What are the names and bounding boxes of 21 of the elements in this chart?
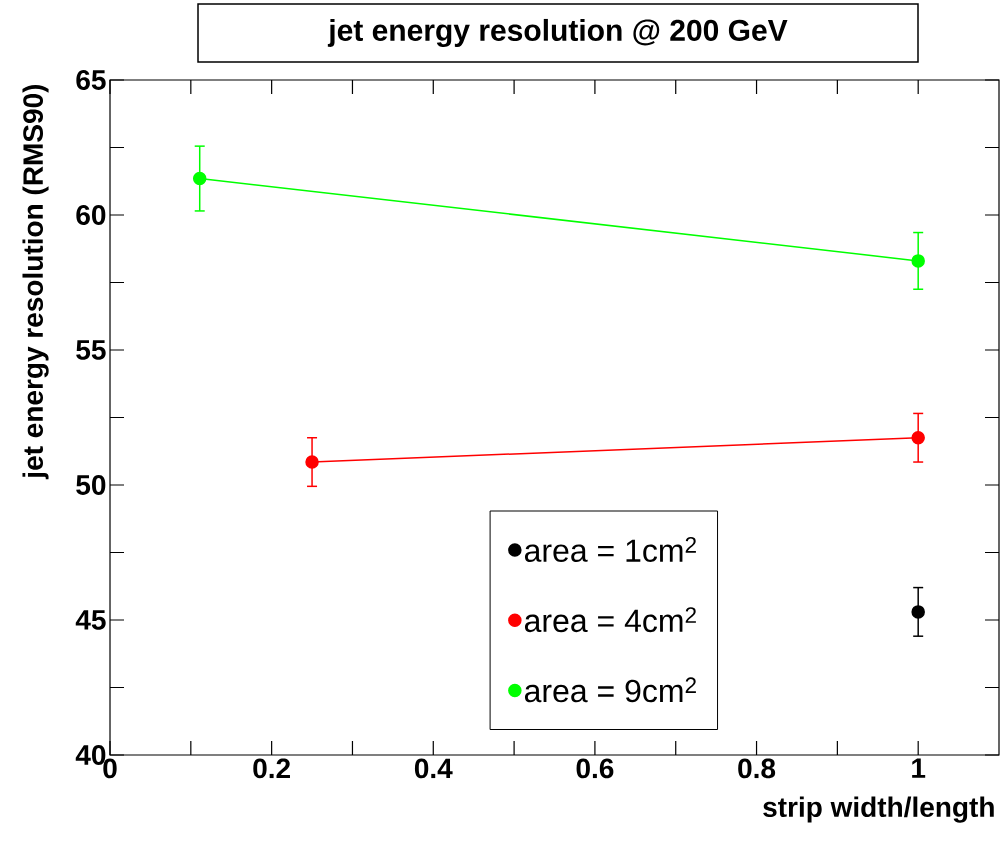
legend-label: area = 4cm$^{2}$: [524, 607, 696, 633]
point: [911, 430, 925, 445]
x-tick-label: 0.6: [576, 758, 614, 779]
legend-label: area = 9cm$^{2}$: [524, 677, 696, 703]
y-axis-title: jet energy resolution (RMS90): [22, 84, 49, 480]
x-axis-title: strip width/length: [763, 796, 994, 823]
chart-title: jet energy resolution @ 200 GeV: [327, 18, 788, 48]
y-tick-label: 60: [76, 205, 106, 225]
y-tick-label: 55: [76, 340, 106, 360]
point: [911, 605, 925, 619]
point: [911, 254, 925, 268]
y-tick-label: 45: [75, 610, 106, 630]
x-tick-label: 0.2: [253, 758, 290, 779]
point: [192, 171, 207, 186]
y-tick-label: 50: [76, 475, 106, 495]
y-tick-label: 65: [76, 70, 106, 90]
point: [305, 455, 319, 469]
x-tick-label: 0.8: [738, 758, 776, 779]
x-tick-label: 1: [912, 758, 926, 778]
legend-label: area = 1cm$^{2}$: [524, 537, 696, 562]
x-tick-label: 0.4: [414, 758, 453, 779]
